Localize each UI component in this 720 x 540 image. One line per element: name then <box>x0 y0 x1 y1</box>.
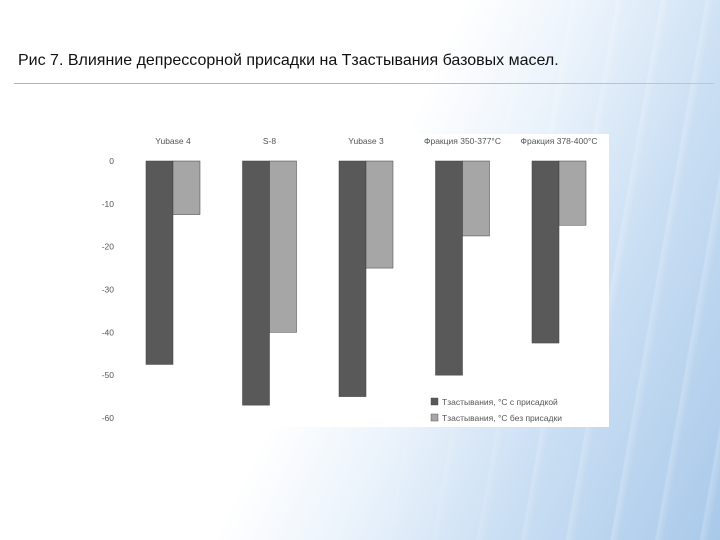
chart-panel: 0 -10 -20 -30 -40 -50 -60 Yubase 4 S-8 Yubase 3 Фр… <box>100 134 609 427</box>
category-label: Фракция 350-377°С <box>424 136 501 146</box>
bar-with-additive <box>531 160 560 344</box>
y-tick-label: -10 <box>102 199 115 209</box>
y-tick-label: -30 <box>102 285 115 295</box>
bar-with-additive <box>242 160 270 406</box>
y-tick-label: -40 <box>102 327 115 337</box>
bar-without-additive <box>172 160 201 215</box>
bar-with-additive <box>145 160 174 365</box>
bar-without-additive <box>269 160 297 333</box>
bar-without-additive <box>462 160 490 237</box>
y-tick-label: -20 <box>102 242 115 252</box>
bar-without-additive <box>558 160 587 226</box>
category-label: Yubase 3 <box>348 136 384 146</box>
legend-label: Тзастывания, °С без присадки <box>442 413 562 423</box>
legend-swatch <box>430 397 439 406</box>
category-label: Фракция 378-400°С <box>521 136 598 146</box>
bar-without-additive <box>365 160 394 269</box>
category-label: Yubase 4 <box>155 136 191 146</box>
bar-with-additive <box>435 160 463 376</box>
bar-with-additive <box>338 160 367 397</box>
y-tick-label: -60 <box>102 413 115 423</box>
legend-swatch <box>430 413 439 422</box>
title-divider <box>14 83 714 84</box>
category-label: S-8 <box>263 136 277 146</box>
y-tick-label: -50 <box>102 370 115 380</box>
legend-label: Тзастывания, °С с присадкой <box>442 397 558 407</box>
y-tick-label: 0 <box>109 156 114 166</box>
bar-chart: 0 -10 -20 -30 -40 -50 -60 Yubase 4 S-8 Yubase 3 Фр… <box>102 136 598 423</box>
slide-title: Рис 7. Влияние депрессорной присадки на … <box>18 52 559 69</box>
